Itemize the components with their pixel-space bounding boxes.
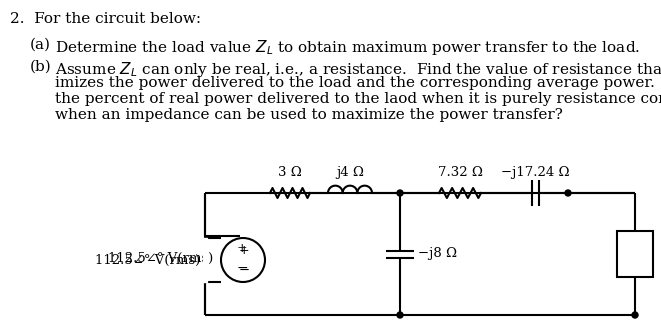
Text: when an impedance can be used to maximize the power transfer?: when an impedance can be used to maximiz… xyxy=(55,108,563,122)
Text: −j8 Ω: −j8 Ω xyxy=(418,247,457,260)
Bar xyxy=(617,231,653,277)
Text: (a): (a) xyxy=(30,38,51,52)
Circle shape xyxy=(632,312,638,318)
Text: Assume $Z_L$ can only be real, i.e., a resistance.  Find the value of resistance: Assume $Z_L$ can only be real, i.e., a r… xyxy=(55,60,661,79)
Text: j4 Ω: j4 Ω xyxy=(336,166,364,179)
Circle shape xyxy=(397,190,403,196)
Text: 7.32 Ω: 7.32 Ω xyxy=(438,166,483,179)
Text: +: + xyxy=(237,241,247,254)
Text: +: + xyxy=(239,243,249,256)
Text: 112.5∠° V(rms): 112.5∠° V(rms) xyxy=(108,251,213,264)
Text: imizes the power delivered to the load and the corresponding average power.  Wha: imizes the power delivered to the load a… xyxy=(55,76,661,90)
Text: −: − xyxy=(239,263,250,276)
Text: Determine the load value $Z_L$ to obtain maximum power transfer to the load.: Determine the load value $Z_L$ to obtain… xyxy=(55,38,640,57)
Text: 2.  For the circuit below:: 2. For the circuit below: xyxy=(10,12,201,26)
Text: 112.5∠° V(rms): 112.5∠° V(rms) xyxy=(95,253,200,266)
Text: −j17.24 Ω: −j17.24 Ω xyxy=(501,166,569,179)
Text: $Z_L$: $Z_L$ xyxy=(626,245,644,263)
Text: 3 Ω: 3 Ω xyxy=(278,166,302,179)
Text: the percent of real power delivered to the laod when it is purely resistance com: the percent of real power delivered to t… xyxy=(55,92,661,106)
Circle shape xyxy=(565,190,571,196)
Text: −: − xyxy=(236,261,248,275)
Bar xyxy=(203,238,207,282)
Circle shape xyxy=(397,312,403,318)
Text: (b): (b) xyxy=(30,60,52,74)
